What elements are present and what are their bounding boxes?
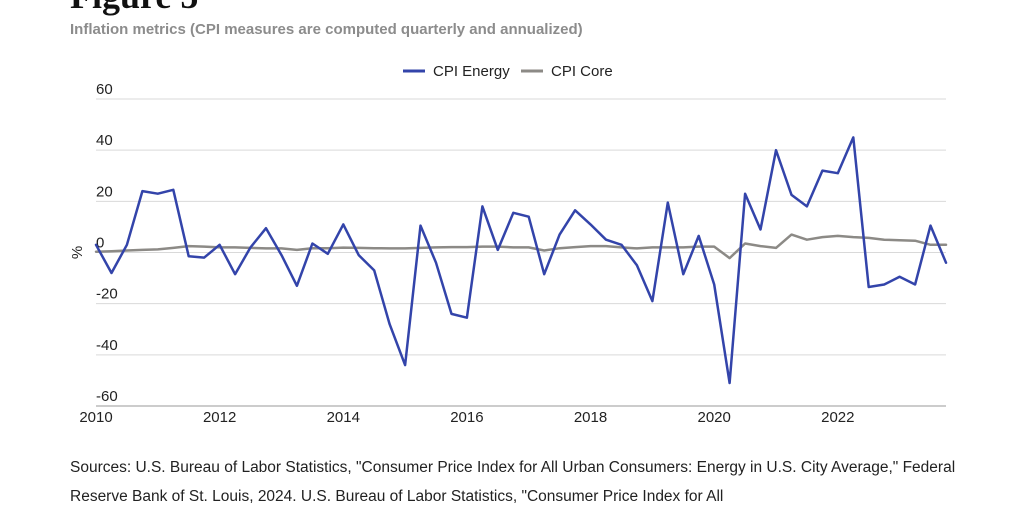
y-tick-label: 20 xyxy=(96,183,113,200)
sources-note: Sources: U.S. Bureau of Labor Statistics… xyxy=(70,459,956,505)
figure-subtitle: Inflation metrics (CPI measures are comp… xyxy=(70,21,583,38)
series-line-cpi-core xyxy=(94,233,948,260)
y-tick-label: -40 xyxy=(96,337,118,354)
line-chart: -60 -40 -20 0 20 40 60 2010 2012 2014 2016 2018 2020… xyxy=(69,63,948,426)
x-tick-label: 2018 xyxy=(574,409,607,426)
y-tick-label: -20 xyxy=(96,286,118,303)
x-tick-label: 2020 xyxy=(697,409,730,426)
series-line-cpi-energy xyxy=(94,136,948,385)
x-tick-label: 2012 xyxy=(203,409,236,426)
figure-title: Figure 5 xyxy=(70,0,198,14)
y-tick-label: -60 xyxy=(96,388,118,405)
y-tick-label: 40 xyxy=(96,132,113,149)
y-axis-label: % xyxy=(69,246,86,259)
x-tick-label: 2014 xyxy=(327,409,360,426)
legend-item-cpi-energy-label: CPI Energy xyxy=(433,63,510,80)
y-tick-label: 0 xyxy=(96,235,104,252)
x-tick-label: 2010 xyxy=(79,409,112,426)
x-tick-label: 2016 xyxy=(450,409,483,426)
y-tick-label: 60 xyxy=(96,81,113,98)
legend-item-cpi-core-label: CPI Core xyxy=(551,63,613,80)
x-tick-label: 2022 xyxy=(821,409,854,426)
